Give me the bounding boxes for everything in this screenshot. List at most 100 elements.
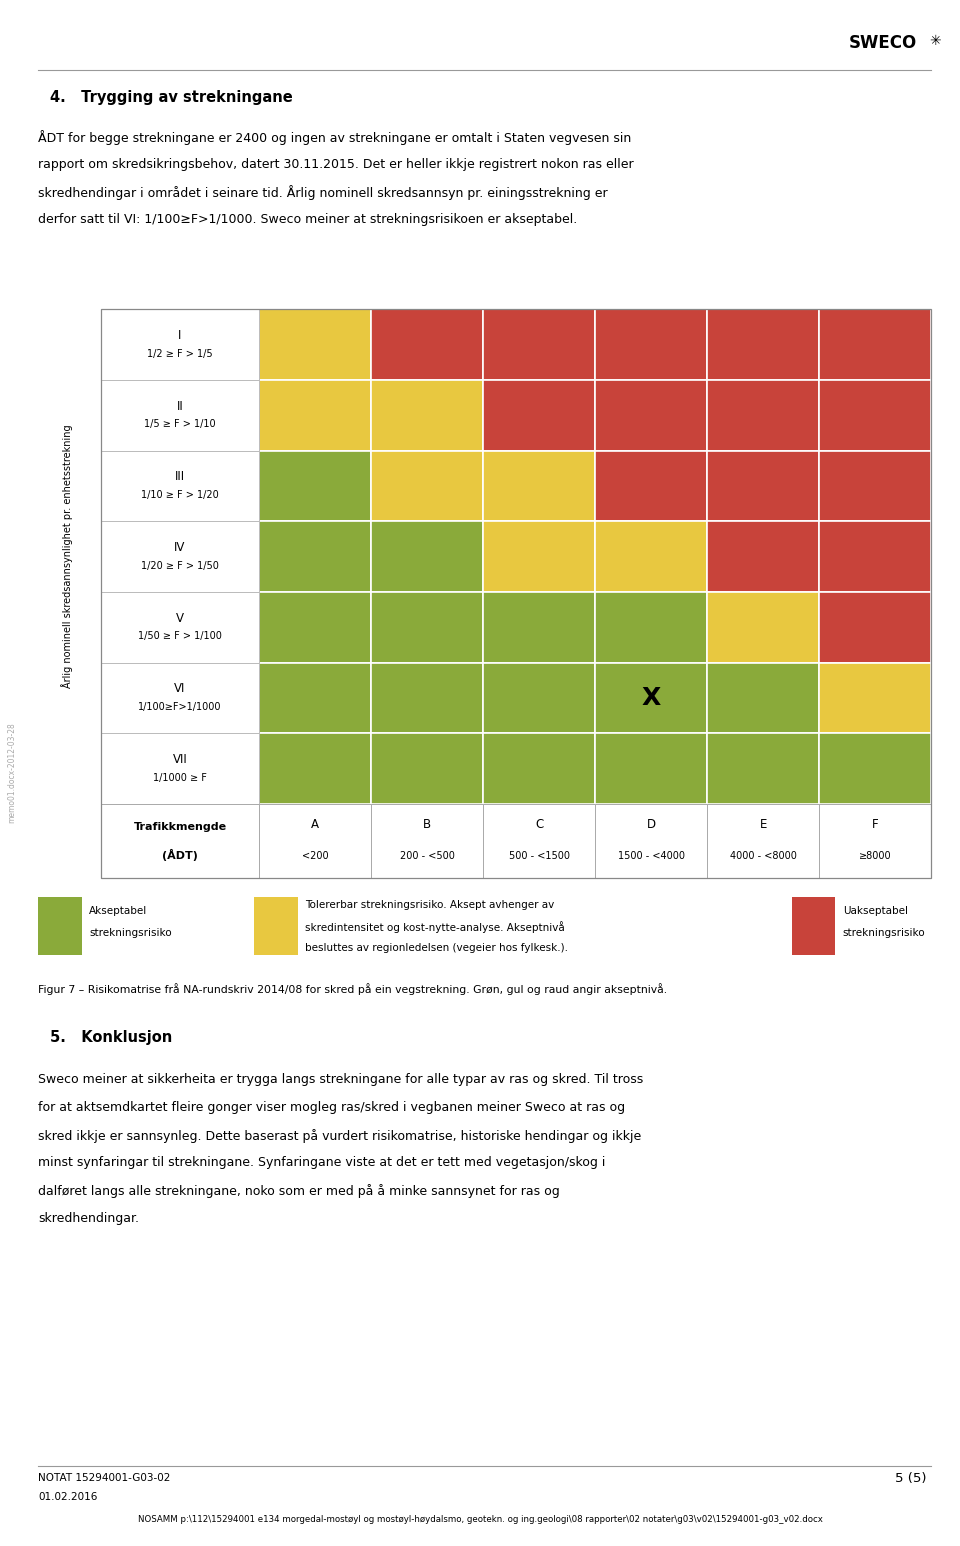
Text: IV: IV	[175, 541, 185, 553]
Bar	[819, 309, 931, 380]
Text: 200 - <500: 200 - <500	[399, 852, 455, 861]
Bar	[483, 450, 595, 521]
Text: E: E	[759, 818, 767, 830]
Bar	[708, 380, 819, 450]
Bar	[595, 733, 708, 804]
Bar	[259, 450, 372, 521]
Bar	[708, 663, 819, 733]
Text: dalføret langs alle strekningane, noko som er med på å minke sannsynet for ras o: dalføret langs alle strekningane, noko s…	[38, 1184, 560, 1198]
Text: Trafikkmengde: Trafikkmengde	[133, 822, 227, 832]
Bar	[595, 592, 708, 663]
Bar	[819, 521, 931, 592]
Text: VI: VI	[175, 682, 185, 696]
Bar	[483, 804, 595, 878]
Bar	[372, 663, 483, 733]
Text: besluttes av regionledelsen (vegeier hos fylkesk.).: besluttes av regionledelsen (vegeier hos…	[305, 943, 568, 952]
Bar	[708, 804, 819, 878]
Bar	[38, 897, 82, 955]
Bar	[372, 592, 483, 663]
Text: Tolererbar strekningsrisiko. Aksept avhenger av: Tolererbar strekningsrisiko. Aksept avhe…	[305, 900, 555, 909]
Text: SWECO: SWECO	[849, 34, 917, 53]
Text: F: F	[872, 818, 878, 830]
Bar	[259, 380, 372, 450]
Bar	[708, 450, 819, 521]
Text: Årlig nominell skredsannsynlighet pr. enhetsstrekning: Årlig nominell skredsannsynlighet pr. en…	[61, 425, 73, 688]
Text: C: C	[535, 818, 543, 830]
Bar	[259, 592, 372, 663]
Bar	[819, 804, 931, 878]
Bar	[259, 733, 372, 804]
Text: Uakseptabel: Uakseptabel	[843, 906, 908, 915]
Bar	[819, 592, 931, 663]
Bar	[259, 309, 372, 380]
Bar	[259, 521, 372, 592]
Text: 1/2 ≥ F > 1/5: 1/2 ≥ F > 1/5	[147, 349, 213, 359]
Bar	[372, 450, 483, 521]
Text: D: D	[647, 818, 656, 830]
Bar	[372, 733, 483, 804]
Text: rapport om skredsikringsbehov, datert 30.11.2015. Det er heller ikkje registrert: rapport om skredsikringsbehov, datert 30…	[38, 158, 634, 170]
Text: <200: <200	[301, 852, 328, 861]
Text: II: II	[177, 399, 183, 413]
Bar	[372, 521, 483, 592]
Text: ✳: ✳	[929, 34, 941, 48]
Text: strekningsrisiko: strekningsrisiko	[89, 928, 172, 937]
Bar	[819, 380, 931, 450]
Text: VII: VII	[173, 753, 187, 765]
Text: 1/20 ≥ F > 1/50: 1/20 ≥ F > 1/50	[141, 561, 219, 570]
Text: 1/100≥F>1/1000: 1/100≥F>1/1000	[138, 702, 222, 713]
Bar	[483, 309, 595, 380]
Bar	[372, 309, 483, 380]
Bar	[259, 663, 372, 733]
Text: NOTAT 15294001-G03-02: NOTAT 15294001-G03-02	[38, 1473, 171, 1483]
Bar	[708, 521, 819, 592]
Bar	[101, 309, 931, 878]
Text: 4000 - <8000: 4000 - <8000	[730, 852, 797, 861]
Text: ÅDT for begge strekningane er 2400 og ingen av strekningane er omtalt i Staten v: ÅDT for begge strekningane er 2400 og in…	[38, 130, 632, 145]
Bar	[101, 521, 259, 592]
Bar	[595, 521, 708, 592]
Text: 4.   Trygging av strekningane: 4. Trygging av strekningane	[50, 90, 293, 105]
Text: V: V	[176, 612, 184, 625]
Bar	[595, 380, 708, 450]
Text: ≥8000: ≥8000	[859, 852, 892, 861]
Bar	[792, 897, 835, 955]
Text: skredhendingar i området i seinare tid. Årlig nominell skredsannsyn pr. einingss: skredhendingar i området i seinare tid. …	[38, 186, 608, 201]
Bar	[101, 663, 259, 733]
Text: Figur 7 – Risikomatrise frå NA-rundskriv 2014/08 for skred på ein vegstrekning. : Figur 7 – Risikomatrise frå NA-rundskriv…	[38, 983, 667, 996]
Bar	[708, 592, 819, 663]
Text: A: A	[311, 818, 319, 830]
Bar	[708, 733, 819, 804]
Bar	[595, 309, 708, 380]
Bar	[819, 663, 931, 733]
Text: memo01.docx-2012-03-28: memo01.docx-2012-03-28	[7, 722, 16, 824]
Text: 500 - <1500: 500 - <1500	[509, 852, 569, 861]
Text: for at aktsemdkartet fleire gonger viser mogleg ras/skred i vegbanen meiner Swec: for at aktsemdkartet fleire gonger viser…	[38, 1101, 626, 1113]
Bar	[101, 380, 259, 450]
Bar	[101, 450, 259, 521]
Text: Sweco meiner at sikkerheita er trygga langs strekningane for alle typar av ras o: Sweco meiner at sikkerheita er trygga la…	[38, 1073, 643, 1085]
Text: strekningsrisiko: strekningsrisiko	[843, 928, 925, 937]
Text: Akseptabel: Akseptabel	[89, 906, 148, 915]
Bar	[101, 592, 259, 663]
Text: minst synfaringar til strekningane. Synfaringane viste at det er tett med vegeta: minst synfaringar til strekningane. Synf…	[38, 1156, 606, 1169]
Bar	[372, 380, 483, 450]
Text: NOSAMM p:\112\15294001 e134 morgedal-mostøyl og mostøyl-høydalsmo, geotekn. og i: NOSAMM p:\112\15294001 e134 morgedal-mos…	[137, 1515, 823, 1524]
Bar	[259, 804, 372, 878]
Bar	[483, 521, 595, 592]
Bar	[101, 309, 259, 380]
Text: 01.02.2016: 01.02.2016	[38, 1492, 98, 1501]
Text: (ÅDT): (ÅDT)	[162, 849, 198, 861]
Text: derfor satt til VI: 1/100≥F>1/1000. Sweco meiner at strekningsrisikoen er aksept: derfor satt til VI: 1/100≥F>1/1000. Swec…	[38, 213, 578, 226]
Text: I: I	[179, 329, 181, 342]
Text: 5.   Konklusjon: 5. Konklusjon	[50, 1030, 172, 1045]
Bar	[819, 450, 931, 521]
Bar	[595, 663, 708, 733]
Text: 1/50 ≥ F > 1/100: 1/50 ≥ F > 1/100	[138, 631, 222, 642]
Text: 1/1000 ≥ F: 1/1000 ≥ F	[153, 773, 207, 782]
Text: skredintensitet og kost-nytte-analyse. Akseptnivå: skredintensitet og kost-nytte-analyse. A…	[305, 921, 565, 934]
Text: 1500 - <4000: 1500 - <4000	[617, 852, 684, 861]
Bar	[372, 804, 483, 878]
Bar	[101, 804, 259, 878]
Text: 1/10 ≥ F > 1/20: 1/10 ≥ F > 1/20	[141, 490, 219, 499]
